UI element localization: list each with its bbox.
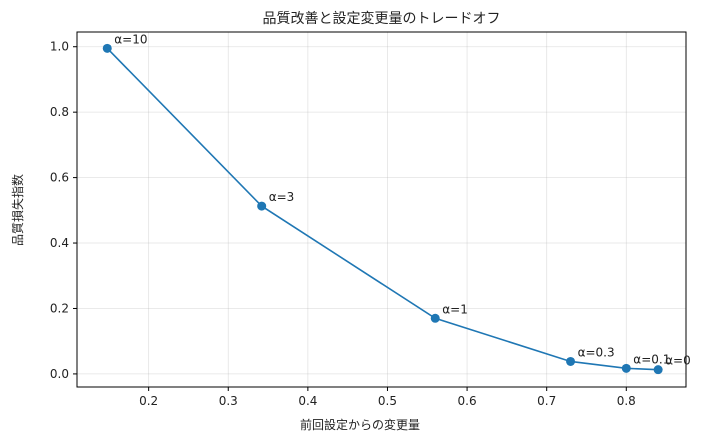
data-point: [102, 43, 112, 53]
y-tick-label: 0.6: [50, 171, 69, 185]
chart-title: 品質改善と設定変更量のトレードオフ: [263, 10, 501, 27]
x-tick-label: 0.2: [139, 394, 158, 408]
point-annotation: α=1: [442, 302, 468, 316]
y-tick-label: 0.8: [50, 105, 69, 119]
data-point: [566, 356, 576, 366]
data-point: [653, 365, 663, 375]
data-point: [257, 201, 267, 211]
y-tick-label: 0.0: [50, 367, 69, 381]
x-tick-label: 0.5: [378, 394, 397, 408]
point-annotation: α=0.1: [633, 352, 670, 366]
annotations: α=10 α=3 α=1 α=0.3 α=0.1α=0: [114, 32, 690, 367]
x-tick-label: 0.8: [617, 394, 636, 408]
y-axis: 0.0 0.2 0.4 0.6 0.8 1.0: [50, 40, 77, 381]
x-axis: 0.2 0.3 0.4 0.5 0.6 0.7 0.8: [139, 387, 636, 408]
point-annotation: α=0: [665, 354, 691, 368]
y-tick-label: 0.2: [50, 301, 69, 315]
grid: [77, 32, 686, 387]
y-tick-label: 1.0: [50, 40, 69, 54]
point-annotation: α=3: [269, 190, 295, 204]
point-annotation: α=0.3: [578, 345, 615, 359]
series-line: [106, 47, 659, 371]
y-axis-label: 品質損失指数: [10, 174, 25, 246]
y-tick-label: 0.4: [50, 236, 69, 250]
x-tick-label: 0.6: [458, 394, 477, 408]
x-tick-label: 0.4: [298, 394, 317, 408]
plot-area: [76, 31, 687, 388]
x-axis-label: 前回設定からの変更量: [300, 417, 420, 432]
series: [102, 43, 663, 375]
x-tick-label: 0.7: [537, 394, 556, 408]
data-point: [430, 313, 440, 323]
x-tick-label: 0.3: [219, 394, 238, 408]
data-point: [621, 363, 631, 373]
point-annotation: α=10: [114, 32, 147, 46]
